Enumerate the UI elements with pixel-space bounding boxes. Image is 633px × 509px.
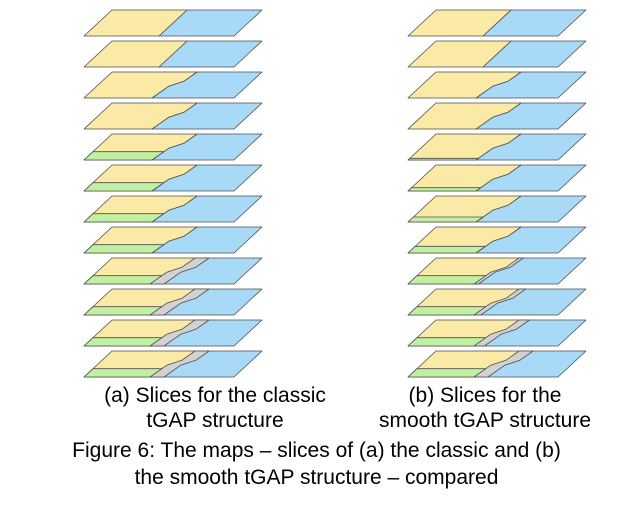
yellow-region [83, 40, 188, 68]
caption-smooth: (b) Slices for the smooth tGAP structure [345, 383, 625, 433]
gray-region [473, 288, 527, 316]
map-slice [83, 288, 263, 316]
map-slice [83, 102, 263, 130]
green-region [407, 187, 482, 192]
yellow-region [83, 102, 198, 130]
gray-region [473, 350, 534, 378]
map-slice [83, 9, 263, 37]
map-slice [83, 40, 263, 68]
green-region [407, 245, 486, 254]
map-slice [407, 350, 587, 378]
map-slice [83, 195, 263, 223]
map-slice [83, 319, 263, 347]
green-region [83, 182, 165, 192]
map-slice [407, 71, 587, 99]
map-slice [83, 257, 263, 285]
yellow-region [407, 102, 522, 130]
green-region [407, 157, 479, 161]
figure-caption-line1: Figure 6: The maps – slices of (a) the c… [72, 439, 561, 462]
caption-classic-line1: (a) Slices for the classic [104, 384, 326, 407]
map-slice [407, 288, 587, 316]
slice-stacks [83, 9, 587, 378]
map-slice [407, 40, 587, 68]
map-slice [83, 133, 263, 161]
map-slice [407, 102, 587, 130]
caption-classic: (a) Slices for the classic tGAP structur… [85, 383, 345, 433]
figure-caption: Figure 6: The maps – slices of (a) the c… [0, 437, 633, 491]
map-slice [407, 133, 587, 161]
gray-region [473, 257, 524, 285]
yellow-region [407, 9, 512, 37]
map-slice [83, 226, 263, 254]
gray-region [149, 319, 210, 347]
gray-region [149, 350, 210, 378]
gray-region [473, 319, 530, 347]
map-slice [407, 319, 587, 347]
stack-smooth [407, 9, 587, 378]
yellow-region [407, 71, 522, 99]
map-slice [407, 164, 587, 192]
yellow-region [407, 40, 512, 68]
map-slice [83, 71, 263, 99]
green-region [83, 213, 165, 223]
map-slice [83, 350, 263, 378]
stack-classic [83, 9, 263, 378]
green-region [83, 151, 165, 161]
map-slice [407, 9, 587, 37]
figure-caption-line2: the smooth tGAP structure – compared [134, 466, 499, 489]
map-slice [83, 164, 263, 192]
green-region [83, 244, 165, 254]
map-slice [407, 195, 587, 223]
caption-smooth-line2: smooth tGAP structure [378, 409, 592, 432]
caption-classic-line2: tGAP structure [146, 409, 284, 432]
green-region [407, 216, 484, 223]
map-slice [407, 257, 587, 285]
yellow-region [83, 9, 188, 37]
gray-region [149, 257, 210, 285]
caption-smooth-line1: (b) Slices for the [408, 384, 562, 407]
gray-region [149, 288, 210, 316]
yellow-region [83, 71, 198, 99]
map-slice [407, 226, 587, 254]
